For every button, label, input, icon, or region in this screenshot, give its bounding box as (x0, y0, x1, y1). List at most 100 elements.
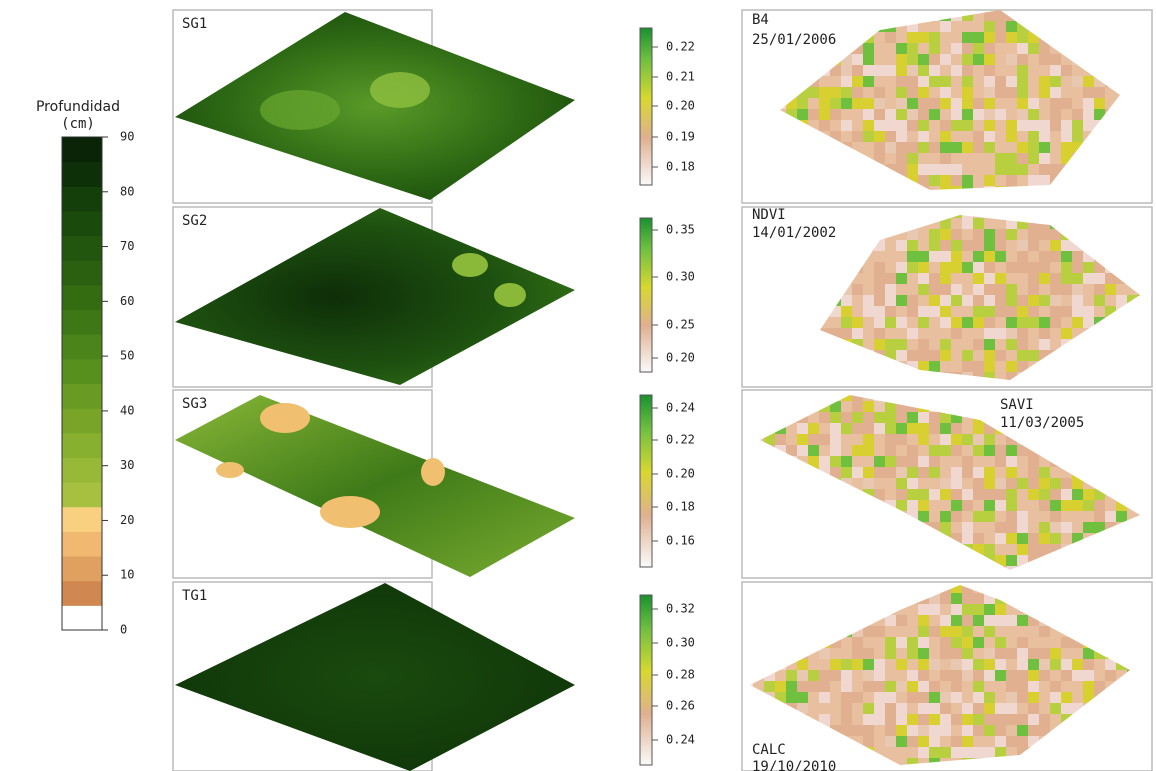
map-pixel (896, 456, 907, 467)
map-pixel (907, 692, 918, 703)
map-pixel (852, 423, 863, 434)
map-pixel (1017, 164, 1028, 175)
map-pixel (852, 54, 863, 65)
map-pixel (863, 131, 874, 142)
map-pixel (984, 120, 995, 131)
legend-tick-label: 90 (120, 130, 134, 144)
map-pixel (907, 467, 918, 478)
map-pixel (929, 747, 940, 758)
map-pixel (1028, 478, 1039, 489)
map-pixel (896, 725, 907, 736)
map-pixel (951, 153, 962, 164)
map-pixel (1083, 87, 1094, 98)
map-pixel (874, 339, 885, 350)
map-pixel (962, 350, 973, 361)
map-pixel (951, 736, 962, 747)
map-pixel (984, 434, 995, 445)
map-pixel (962, 175, 973, 186)
map-pixel (951, 240, 962, 251)
map-pixel (907, 714, 918, 725)
map-pixel (940, 131, 951, 142)
map-pixel (951, 703, 962, 714)
map-pixel (973, 339, 984, 350)
map-pixel (852, 109, 863, 120)
map-pixel (962, 361, 973, 372)
map-pixel (1039, 681, 1050, 692)
map-pixel (863, 317, 874, 328)
map-pixel (1028, 87, 1039, 98)
map-pixel (830, 445, 841, 456)
map-pixel (885, 284, 896, 295)
map-pixel (951, 21, 962, 32)
map-pixel (973, 284, 984, 295)
map-pixel (896, 489, 907, 500)
map-blob (494, 283, 526, 307)
map-pixel (885, 714, 896, 725)
map-pixel (929, 339, 940, 350)
map-pixel (918, 251, 929, 262)
index-date: 11/03/2005 (1000, 415, 1084, 431)
map-pixel (962, 423, 973, 434)
map-pixel (951, 328, 962, 339)
map-pixel (962, 153, 973, 164)
map-pixel (973, 109, 984, 120)
map-pixel (984, 229, 995, 240)
map-pixel (896, 339, 907, 350)
map-pixel (1083, 500, 1094, 511)
map-pixel (874, 456, 885, 467)
map-pixel (951, 522, 962, 533)
map-pixel (918, 98, 929, 109)
map-pixel (940, 467, 951, 478)
map-pixel (874, 43, 885, 54)
map-pixel (1039, 131, 1050, 142)
panel-label: SG1 (182, 16, 207, 32)
map-pixel (907, 54, 918, 65)
map-pixel (984, 511, 995, 522)
map-pixel (962, 725, 973, 736)
map-pixel (940, 434, 951, 445)
map-pixel (1028, 659, 1039, 670)
map-pixel (874, 65, 885, 76)
map-pixel (885, 445, 896, 456)
map-pixel (1050, 703, 1061, 714)
map-pixel (918, 626, 929, 637)
map-pixel (995, 681, 1006, 692)
map-pixel (940, 736, 951, 747)
map-pixel (918, 273, 929, 284)
map-pixel (1006, 98, 1017, 109)
map-pixel (830, 87, 841, 98)
map-pixel (819, 670, 830, 681)
colorbar-tick-label: 0.20 (666, 99, 695, 113)
map-pixel (962, 164, 973, 175)
map-pixel (885, 626, 896, 637)
map-pixel (940, 361, 951, 372)
map-pixel (1039, 65, 1050, 76)
map-pixel (918, 423, 929, 434)
colorbar-tick-label: 0.35 (666, 223, 695, 237)
colorbar-tick-label: 0.24 (666, 733, 695, 747)
map-pixel (1039, 522, 1050, 533)
map-pixel (819, 692, 830, 703)
map-pixel (973, 747, 984, 758)
map-pixel (918, 670, 929, 681)
map-pixel (896, 736, 907, 747)
map-pixel (1028, 284, 1039, 295)
map-pixel (896, 153, 907, 164)
map-pixel (1028, 295, 1039, 306)
map-pixel (852, 692, 863, 703)
map-pixel (885, 692, 896, 703)
map-blob (216, 462, 244, 478)
map-pixel (1039, 54, 1050, 65)
map-pixel (962, 648, 973, 659)
map-pixel (984, 648, 995, 659)
map-pixel (995, 361, 1006, 372)
index-label: CALC (752, 742, 786, 758)
map-pixel (1072, 76, 1083, 87)
map-pixel (863, 65, 874, 76)
legend-step (62, 310, 102, 335)
map-pixel (984, 175, 995, 186)
map-pixel (1028, 714, 1039, 725)
map-pixel (962, 736, 973, 747)
map-pixel (896, 423, 907, 434)
map-pixel (1028, 522, 1039, 533)
